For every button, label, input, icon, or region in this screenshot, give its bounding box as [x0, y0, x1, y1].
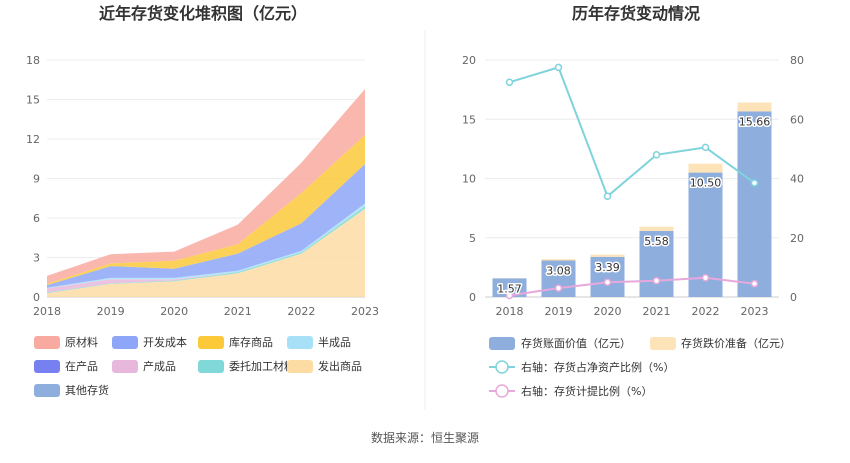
right-x-axis-ticks: 2018 2019 2020 2021 2022 2023 [496, 305, 769, 318]
left-y-tick-label: 15 [26, 94, 40, 107]
left-legend-swatch [34, 360, 60, 373]
right-x-tick-label: 2022 [692, 305, 720, 318]
bar-data-label: 3.08 [546, 265, 571, 278]
left-legend-label: 半成品 [318, 335, 351, 349]
bar-impairment-reserve [640, 227, 674, 231]
left-legend-swatch [112, 336, 138, 349]
left-stacked-area-chart: 近年存货变化堆积图（亿元） 0 3 6 9 12 15 18 2018 2019 2020 202… [26, 4, 379, 397]
right-y-tick-label: 20 [462, 54, 476, 67]
left-y-tick-label: 18 [26, 54, 40, 67]
left-x-tick-label: 2022 [287, 305, 315, 318]
left-y-tick-label: 3 [33, 252, 40, 265]
left-legend-label: 发出商品 [318, 359, 362, 373]
right-chart-title: 历年存货变动情况 [572, 4, 700, 23]
left-legend-label: 库存商品 [229, 335, 273, 349]
right-legend-marker [496, 361, 508, 373]
data-source-note: 数据来源：恒生聚源 [371, 430, 479, 445]
right-y-tick-label: 0 [469, 291, 476, 304]
right-legend-label: 存货跌价准备（亿元） [681, 336, 791, 350]
left-y-tick-label: 0 [33, 291, 40, 304]
right-bar-series [493, 103, 772, 297]
right-y2-tick-label: 20 [790, 232, 804, 245]
right-x-tick-label: 2018 [496, 305, 524, 318]
bar-impairment-reserve [689, 164, 723, 173]
left-x-tick-label: 2020 [160, 305, 188, 318]
line-point [703, 144, 709, 150]
right-left-y-axis-ticks: 0 5 10 15 20 [462, 54, 476, 304]
right-y2-tick-label: 0 [790, 291, 797, 304]
left-area-series [47, 89, 365, 297]
right-legend-swatch [489, 337, 515, 350]
bar-data-label: 10.50 [690, 177, 722, 190]
right-right-y-axis-ticks: 0 20 40 60 80 [790, 54, 804, 304]
right-bar-data-labels: 1.57 3.08 3.39 5.58 10.50 15.66 [497, 115, 770, 295]
bar-impairment-reserve [591, 255, 625, 257]
left-legend-swatch [287, 336, 313, 349]
left-y-tick-label: 9 [33, 173, 40, 186]
right-gridlines [485, 60, 779, 297]
line-point [556, 64, 562, 70]
bar-data-label: 5.58 [644, 235, 669, 248]
line-point [654, 278, 660, 284]
right-legend: 存货账面价值（亿元） 存货跌价准备（亿元） 右轴：存货占净资产比例（%） 右轴：存货计… [489, 336, 791, 398]
line-point [752, 281, 758, 287]
left-legend-swatch [198, 336, 224, 349]
left-legend-swatch [34, 336, 60, 349]
bar-data-label: 3.39 [595, 261, 620, 274]
left-legend-swatch [34, 384, 60, 397]
right-y-tick-label: 15 [462, 113, 476, 126]
left-legend-label: 在产品 [65, 359, 98, 373]
left-x-axis-ticks: 2018 2019 2020 2021 2022 2023 [33, 305, 379, 318]
line-point [507, 79, 513, 85]
left-legend-label: 委托加工材料 [229, 359, 295, 373]
left-legend-label: 其他存货 [65, 383, 109, 397]
left-legend-swatch [198, 360, 224, 373]
right-y2-tick-label: 40 [790, 173, 804, 186]
right-x-tick-label: 2021 [643, 305, 671, 318]
right-y-tick-label: 10 [462, 173, 476, 186]
line-point [556, 285, 562, 291]
line-point [703, 275, 709, 281]
right-legend-swatch [650, 337, 676, 350]
bar-data-label: 15.66 [739, 115, 771, 128]
right-legend-label: 存货账面价值（亿元） [521, 336, 631, 350]
line-point [605, 279, 611, 285]
left-y-axis-ticks: 0 3 6 9 12 15 18 [26, 54, 40, 304]
right-y-tick-label: 5 [469, 232, 476, 245]
left-y-tick-label: 12 [26, 133, 40, 146]
bar-data-label: 1.57 [497, 282, 522, 295]
left-x-tick-label: 2023 [351, 305, 379, 318]
right-legend-marker [496, 385, 508, 397]
left-x-tick-label: 2021 [224, 305, 252, 318]
line-point [654, 152, 660, 158]
left-legend-label: 原材料 [65, 335, 98, 349]
right-legend-label: 右轴：存货计提比例（%） [521, 384, 652, 398]
right-y2-tick-label: 60 [790, 113, 804, 126]
line-point [605, 193, 611, 199]
right-legend-label: 右轴：存货占净资产比例（%） [521, 360, 674, 374]
bar-book-value [738, 111, 772, 297]
bar-impairment-reserve [542, 259, 576, 260]
right-x-tick-label: 2019 [545, 305, 573, 318]
right-x-tick-label: 2023 [741, 305, 769, 318]
bar-impairment-reserve [738, 103, 772, 112]
left-y-tick-label: 6 [33, 212, 40, 225]
left-x-tick-label: 2018 [33, 305, 61, 318]
left-legend-label: 产成品 [143, 359, 176, 373]
right-bar-line-chart: 历年存货变动情况 1.57 3.08 3.39 5.58 10.50 15.66 0 5 10… [462, 4, 804, 398]
right-y2-tick-label: 80 [790, 54, 804, 67]
left-legend-swatch [287, 360, 313, 373]
left-legend-swatch [112, 360, 138, 373]
left-legend-label: 开发成本 [143, 335, 187, 349]
right-x-tick-label: 2020 [594, 305, 622, 318]
left-x-tick-label: 2019 [97, 305, 125, 318]
line-point [752, 180, 758, 186]
left-chart-title: 近年存货变化堆积图（亿元） [99, 4, 307, 23]
